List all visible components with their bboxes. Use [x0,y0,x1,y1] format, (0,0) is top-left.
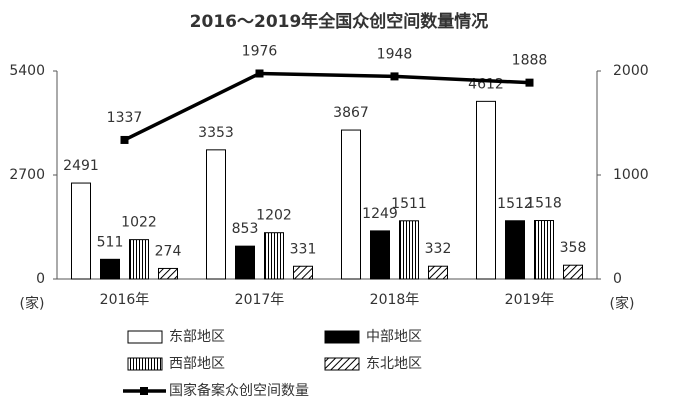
data-label: 1337 [107,110,143,126]
y-axis-unit: (家) [20,295,45,312]
data-label: 2491 [63,158,99,174]
x-tick-label: 2018年 [370,292,420,308]
chart-title: 2016～2019年全国众创空间数量情况 [190,11,489,32]
legend-swatch [324,357,360,371]
bar [206,149,226,280]
bar [399,220,419,280]
data-label: 3353 [198,125,234,141]
data-label: 1976 [242,43,278,59]
line-marker [255,69,264,78]
data-label: 1202 [256,208,292,224]
legend-label: 西部地区 [169,356,225,372]
bar [341,129,361,280]
legend-label: 东部地区 [169,329,225,345]
data-label: 3867 [333,105,369,121]
data-label: 1948 [377,46,413,62]
data-label: 331 [290,241,317,257]
data-label: 332 [425,241,452,257]
data-label: 511 [97,234,124,250]
y2-tick-label: 2000 [613,63,649,79]
y-tick-label: 2700 [9,167,45,183]
bar [264,232,284,280]
y2-tick-label: 1000 [613,167,649,183]
y-tick-label: 0 [36,271,45,287]
bar [428,265,448,280]
line [123,71,530,142]
bar [563,264,583,280]
x-tick-label: 2016年 [100,292,150,308]
legend-label: 东北地区 [366,356,422,372]
data-label: 1511 [391,196,427,212]
x-tick-label: 2019年 [505,292,555,308]
legend-swatch [324,330,360,344]
data-label: 1022 [121,215,157,231]
data-label: 853 [232,221,259,237]
legend-label: 国家备案众创空间数量 [169,382,309,399]
line-marker [390,72,399,81]
line-marker [120,135,129,144]
data-label: 1518 [526,196,562,212]
data-label: 1512 [497,196,533,212]
bar [476,100,496,280]
data-label: 358 [560,240,587,256]
data-label: 1888 [512,53,548,69]
x-tick-label: 2017年 [235,292,285,308]
bar [235,245,255,280]
legend-swatch [140,387,148,395]
bar [534,220,554,280]
bar [370,230,390,280]
bar [100,258,120,280]
y2-axis-unit: (家) [610,295,635,312]
bar [158,267,178,280]
data-label: 1249 [362,206,398,222]
legend-swatch [127,357,163,371]
line-marker [525,78,534,87]
bar [293,265,313,280]
bar [505,220,525,280]
y2-tick-label: 0 [613,271,622,287]
y-tick-label: 5400 [9,63,45,79]
bar [129,239,149,280]
bar [71,182,91,280]
legend-swatch [127,330,163,344]
data-label: 274 [155,243,182,259]
legend-label: 中部地区 [366,329,422,345]
